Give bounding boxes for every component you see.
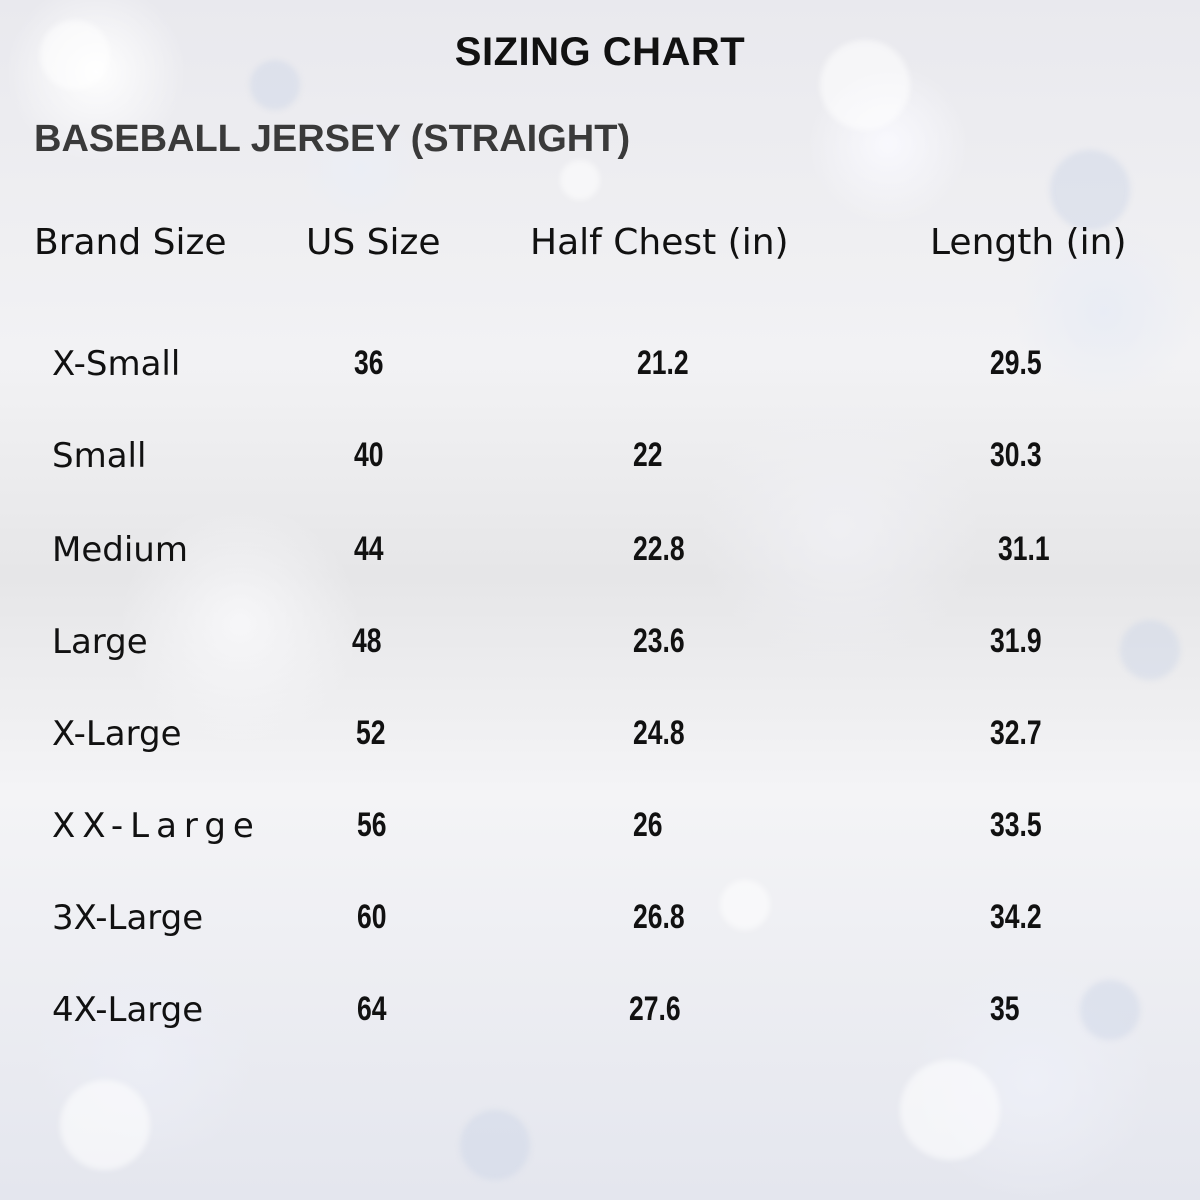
cell-length: 31.9 — [990, 622, 1042, 660]
table-row: XX-Large 56 26 33.5 — [0, 806, 1200, 866]
bokeh-dot — [1080, 980, 1140, 1040]
bokeh-dot — [1050, 150, 1130, 230]
cell-us-size: 64 — [357, 990, 387, 1028]
cell-brand-size: X-Small — [52, 344, 181, 384]
cell-brand-size: 4X-Large — [52, 990, 204, 1030]
cell-half-chest: 21.2 — [637, 344, 689, 382]
bokeh-dot — [820, 40, 910, 130]
cell-us-size: 36 — [354, 344, 384, 382]
bokeh-dot — [460, 1110, 530, 1180]
cell-brand-size: X-Large — [52, 714, 182, 754]
cell-us-size: 52 — [356, 714, 386, 752]
cell-half-chest: 24.8 — [633, 714, 685, 752]
cell-half-chest: 23.6 — [633, 622, 685, 660]
cell-brand-size: Large — [52, 622, 148, 662]
cell-length: 33.5 — [990, 806, 1042, 844]
table-row: Medium 44 22.8 31.1 — [0, 530, 1200, 590]
cell-length: 30.3 — [990, 436, 1042, 474]
bokeh-dot — [60, 1080, 150, 1170]
table-row: 3X-Large 60 26.8 34.2 — [0, 898, 1200, 958]
header-brand-size: Brand Size — [34, 222, 227, 263]
header-length: Length (in) — [930, 222, 1127, 263]
bokeh-dot — [1120, 620, 1180, 680]
page-title: SIZING CHART — [454, 30, 746, 74]
cell-length: 31.1 — [998, 530, 1050, 568]
cell-half-chest: 27.6 — [629, 990, 681, 1028]
cell-us-size: 40 — [354, 436, 384, 474]
header-us-size: US Size — [306, 222, 441, 263]
table-row: 4X-Large 64 27.6 35 — [0, 990, 1200, 1050]
header-half-chest: Half Chest (in) — [530, 222, 789, 263]
cell-brand-size: Small — [52, 436, 147, 476]
bokeh-dot — [900, 1060, 1000, 1160]
cell-brand-size: 3X-Large — [52, 898, 204, 938]
cell-half-chest: 26 — [633, 806, 663, 844]
cell-half-chest: 26.8 — [633, 898, 685, 936]
bokeh-dot — [720, 880, 770, 930]
cell-length: 29.5 — [990, 344, 1042, 382]
bokeh-dot — [250, 60, 300, 110]
cell-us-size: 60 — [357, 898, 387, 936]
table-row: Large 48 23.6 31.9 — [0, 622, 1200, 682]
cell-us-size: 44 — [354, 530, 384, 568]
cell-length: 32.7 — [990, 714, 1042, 752]
table-row: X-Large 52 24.8 32.7 — [0, 714, 1200, 774]
cell-us-size: 48 — [352, 622, 382, 660]
product-subtitle: BASEBALL JERSEY (STRAIGHT) — [34, 118, 631, 160]
cell-us-size: 56 — [357, 806, 387, 844]
cell-brand-size: Medium — [52, 530, 188, 570]
cell-length: 35 — [990, 990, 1020, 1028]
table-row: Small 40 22 30.3 — [0, 436, 1200, 496]
bokeh-dot — [40, 20, 110, 90]
bokeh-dot — [560, 160, 600, 200]
table-row: X-Small 36 21.2 29.5 — [0, 344, 1200, 404]
cell-half-chest: 22 — [633, 436, 663, 474]
cell-half-chest: 22.8 — [633, 530, 685, 568]
cell-brand-size: XX-Large — [52, 806, 261, 846]
cell-length: 34.2 — [990, 898, 1042, 936]
